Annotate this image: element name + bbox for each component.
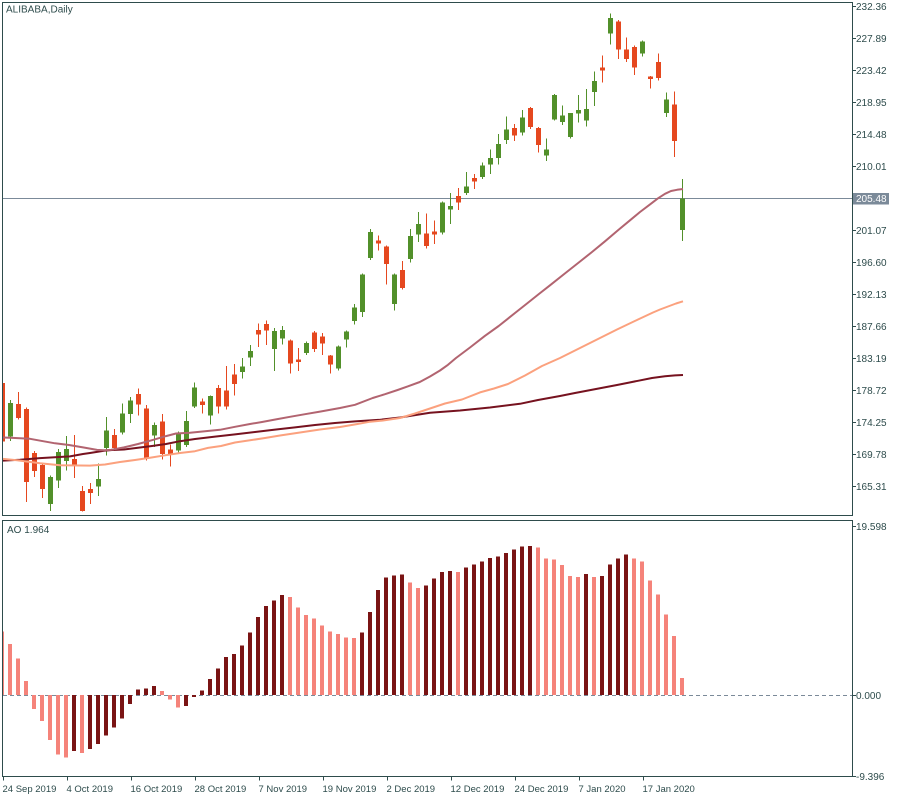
svg-text:28 Oct 2019: 28 Oct 2019	[195, 784, 247, 795]
svg-text:183.19: 183.19	[856, 354, 887, 365]
svg-text:12 Dec 2019: 12 Dec 2019	[451, 784, 505, 795]
svg-text:0.000: 0.000	[856, 691, 881, 702]
svg-text:223.42: 223.42	[856, 66, 887, 77]
svg-text:2 Dec 2019: 2 Dec 2019	[387, 784, 436, 795]
svg-text:192.13: 192.13	[856, 290, 887, 301]
svg-text:ALIBABA,Daily: ALIBABA,Daily	[6, 5, 73, 16]
svg-text:AO 1.964: AO 1.964	[7, 525, 50, 536]
svg-text:227.89: 227.89	[856, 34, 887, 45]
svg-text:7 Jan 2020: 7 Jan 2020	[579, 784, 626, 795]
svg-text:165.31: 165.31	[856, 482, 887, 493]
svg-text:210.01: 210.01	[856, 162, 887, 173]
svg-text:232.36: 232.36	[856, 2, 887, 13]
svg-text:178.72: 178.72	[856, 386, 887, 397]
svg-text:4 Oct 2019: 4 Oct 2019	[67, 784, 113, 795]
svg-text:169.78: 169.78	[856, 450, 887, 461]
svg-text:7 Nov 2019: 7 Nov 2019	[259, 784, 308, 795]
svg-text:19.598: 19.598	[856, 522, 887, 533]
svg-text:17 Jan 2020: 17 Jan 2020	[643, 784, 695, 795]
svg-text:196.60: 196.60	[856, 258, 887, 269]
svg-text:24 Dec 2019: 24 Dec 2019	[515, 784, 569, 795]
svg-text:201.07: 201.07	[856, 226, 887, 237]
svg-text:174.25: 174.25	[856, 418, 887, 429]
svg-text:187.66: 187.66	[856, 322, 887, 333]
svg-text:-9.396: -9.396	[856, 772, 885, 783]
svg-text:16 Oct 2019: 16 Oct 2019	[131, 784, 183, 795]
svg-text:218.95: 218.95	[856, 98, 887, 109]
svg-text:19 Nov 2019: 19 Nov 2019	[323, 784, 377, 795]
svg-text:205.48: 205.48	[856, 194, 887, 205]
svg-text:24 Sep 2019: 24 Sep 2019	[3, 784, 57, 795]
svg-text:214.48: 214.48	[856, 130, 887, 141]
